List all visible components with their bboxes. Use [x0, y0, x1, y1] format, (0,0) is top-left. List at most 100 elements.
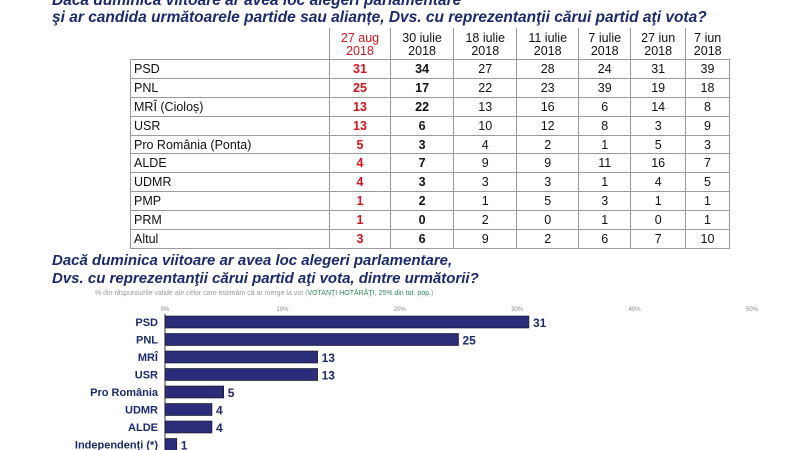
- table-cell-value: 4: [453, 135, 517, 155]
- x-tick-label: 50%: [746, 307, 759, 313]
- table-cell-value: 5: [516, 191, 579, 212]
- table-cell-value: 3: [329, 229, 391, 249]
- category-label: USR: [135, 370, 158, 382]
- x-tick-label: 20%: [394, 307, 407, 313]
- table-cell-value: 7: [630, 229, 686, 249]
- table-cell-party: PRM: [130, 210, 330, 231]
- table-cell-value: 22: [389, 97, 454, 117]
- table-cell-value: 0: [389, 210, 454, 231]
- table-cell-value: 11: [578, 153, 631, 174]
- table-cell-value: 22: [453, 78, 517, 98]
- table-cell-value: 12: [516, 116, 579, 136]
- table-cell-value: 9: [684, 116, 731, 136]
- table-row: ALDE 4 7 9 9 11 16 7: [130, 153, 731, 174]
- table-cell-value: 17: [389, 78, 454, 98]
- table-cell-value: 5: [684, 172, 731, 193]
- table-cell-value: 1: [684, 210, 731, 231]
- table-cell-value: 31: [329, 59, 391, 79]
- table-row: PMP 1 2 1 5 3 1 1: [130, 191, 731, 212]
- table-cell-party: UDMR: [130, 172, 330, 193]
- bar: [164, 315, 530, 329]
- table-header-date: 27 iun 2018: [630, 28, 686, 60]
- table-cell-value: 39: [578, 78, 631, 98]
- table-cell-value: 9: [516, 153, 579, 174]
- table-row: Altul 3 6 9 2 6 7 10: [130, 229, 731, 249]
- category-label: Independenți (*): [75, 440, 158, 450]
- table-cell-value: 3: [630, 116, 686, 136]
- table-header-date: 30 iulie 2018: [389, 28, 454, 60]
- chart-subnote: % din răspunsurile valide ale celor care…: [95, 290, 434, 297]
- table-cell-value: 3: [684, 135, 731, 155]
- table-header-date: 11 iulie 2018: [516, 28, 579, 60]
- table-header-party: [131, 28, 330, 60]
- table-cell-value: 5: [630, 135, 686, 155]
- table-cell-value: 16: [630, 153, 686, 174]
- poll-table: 27 aug 2018 30 iulie 2018 18 iulie 2018 11 …: [130, 28, 731, 249]
- table-row: MRÎ (Cioloș) 13 22 13 16 6 14 8: [130, 97, 731, 117]
- bar-chart: 0% 10% 20% 30% 40% 50% PSD 31 PNL 25 MRÎ 13 USR 13 Pro…: [75, 307, 759, 450]
- table-cell-value: 1: [578, 210, 631, 231]
- table-cell-party: PNL: [130, 78, 330, 98]
- table-cell-value: 7: [684, 153, 731, 174]
- table-cell-value: 23: [516, 78, 579, 98]
- table-cell-value: 9: [453, 229, 517, 249]
- bar: [164, 333, 459, 346]
- bar-value-label: 13: [322, 351, 336, 365]
- table-cell-value: 24: [578, 59, 631, 79]
- table-header-date: 27 aug 2018: [329, 28, 391, 60]
- table-row: PRM 1 0 2 0 1 0 1: [130, 210, 731, 231]
- x-tick-label: 40%: [629, 307, 642, 313]
- table-cell-party: Pro România (Ponta): [130, 135, 330, 155]
- table-cell-party: PMP: [130, 191, 330, 212]
- table-cell-value: 4: [329, 172, 391, 193]
- chart-title-line1: Dacă duminica viitoare ar avea loc alege…: [52, 252, 453, 269]
- table-cell-value: 10: [453, 116, 517, 136]
- table-cell-value: 6: [578, 97, 631, 117]
- table-cell-party: PSD: [130, 59, 330, 79]
- table-cell-value: 1: [578, 172, 631, 193]
- table-cell-value: 27: [453, 59, 517, 79]
- table-cell-value: 13: [329, 116, 391, 136]
- table-row: Pro România (Ponta) 5 3 4 2 1 5 3: [130, 135, 731, 155]
- table-title-line1: Dacă duminica viitoare ar avea loc alege…: [52, 0, 462, 9]
- table-cell-value: 8: [578, 116, 631, 136]
- category-label: Pro România: [90, 387, 159, 399]
- bar-value-label: 13: [322, 369, 336, 383]
- table-cell-value: 5: [329, 135, 391, 155]
- table-cell-value: 0: [516, 210, 579, 231]
- table-cell-value: 3: [516, 172, 579, 193]
- x-tick-label: 0%: [161, 307, 170, 313]
- bar: [164, 385, 225, 399]
- table-cell-party: MRÎ (Cioloș): [130, 97, 330, 117]
- bar-value-label: 4: [216, 404, 223, 418]
- table-cell-value: 8: [684, 97, 731, 117]
- table-cell-value: 39: [684, 59, 731, 79]
- table-cell-value: 1: [684, 191, 731, 212]
- table-row: UDMR 4 3 3 3 1 4 5: [130, 172, 731, 193]
- bar: [164, 438, 178, 450]
- bar: [164, 350, 318, 364]
- table-cell-value: 4: [329, 153, 391, 174]
- table-cell-party: USR: [130, 116, 330, 136]
- table-row: PNL 25 17 22 23 39 19 18: [130, 78, 731, 98]
- table-cell-value: 25: [329, 78, 391, 98]
- table-cell-value: 3: [578, 191, 631, 212]
- table-cell-value: 1: [630, 191, 686, 212]
- bar: [164, 420, 213, 434]
- table-cell-value: 19: [630, 78, 686, 98]
- table-cell-value: 1: [453, 191, 517, 212]
- table-cell-value: 16: [516, 97, 579, 117]
- table-header-date: 18 iulie 2018: [453, 28, 517, 60]
- bar-value-label: 4: [216, 421, 223, 435]
- table-cell-value: 10: [684, 229, 731, 249]
- x-tick-label: 10%: [276, 307, 289, 313]
- table-row: PSD 31 34 27 28 24 31 39: [130, 59, 731, 79]
- bar-value-label: 25: [463, 334, 477, 348]
- table-cell-value: 4: [630, 172, 686, 193]
- table-header-row: 27 aug 2018 30 iulie 2018 18 iulie 2018 11 …: [131, 28, 730, 60]
- table-cell-value: 13: [329, 97, 391, 117]
- table-cell-party: ALDE: [130, 153, 330, 174]
- table-cell-value: 2: [389, 191, 454, 212]
- table-title-line2: şi ar candida următoarele partide sau al…: [52, 9, 707, 26]
- table-cell-value: 28: [516, 59, 579, 79]
